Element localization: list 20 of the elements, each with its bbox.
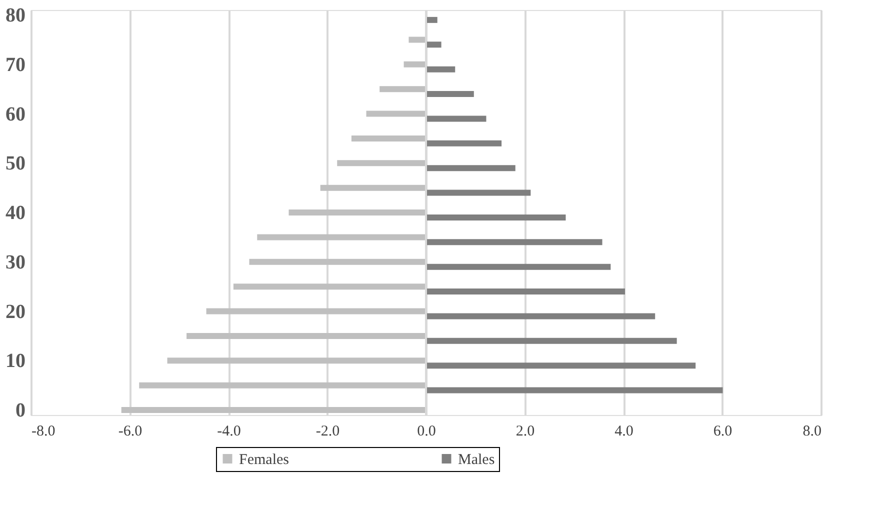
- x-tick-label: 0.0: [417, 424, 436, 440]
- y-tick-label: 30: [6, 251, 26, 274]
- y-tick-label: 80: [6, 4, 26, 26]
- y-tick-label: 40: [6, 202, 26, 224]
- y-tick-label: 0: [16, 400, 26, 422]
- legend-label: Males: [458, 452, 495, 468]
- x-tick-label: -6.0: [118, 424, 142, 440]
- x-tick-label: 4.0: [614, 424, 634, 440]
- y-tick-label: 60: [6, 103, 26, 126]
- x-tick-label: 6.0: [713, 424, 732, 440]
- x-tick-label: 8.0: [802, 424, 822, 440]
- y-tick-label: 20: [6, 300, 26, 323]
- x-tick-label: -8.0: [32, 424, 56, 440]
- x-tick-label: -4.0: [217, 424, 241, 440]
- legend-label: Females: [239, 452, 290, 468]
- y-tick-label: 10: [6, 350, 26, 372]
- y-tick-label: 70: [6, 54, 26, 76]
- x-tick-label: -2.0: [316, 424, 340, 440]
- y-tick-label: 50: [6, 152, 26, 175]
- x-tick-label: 2.0: [516, 424, 535, 440]
